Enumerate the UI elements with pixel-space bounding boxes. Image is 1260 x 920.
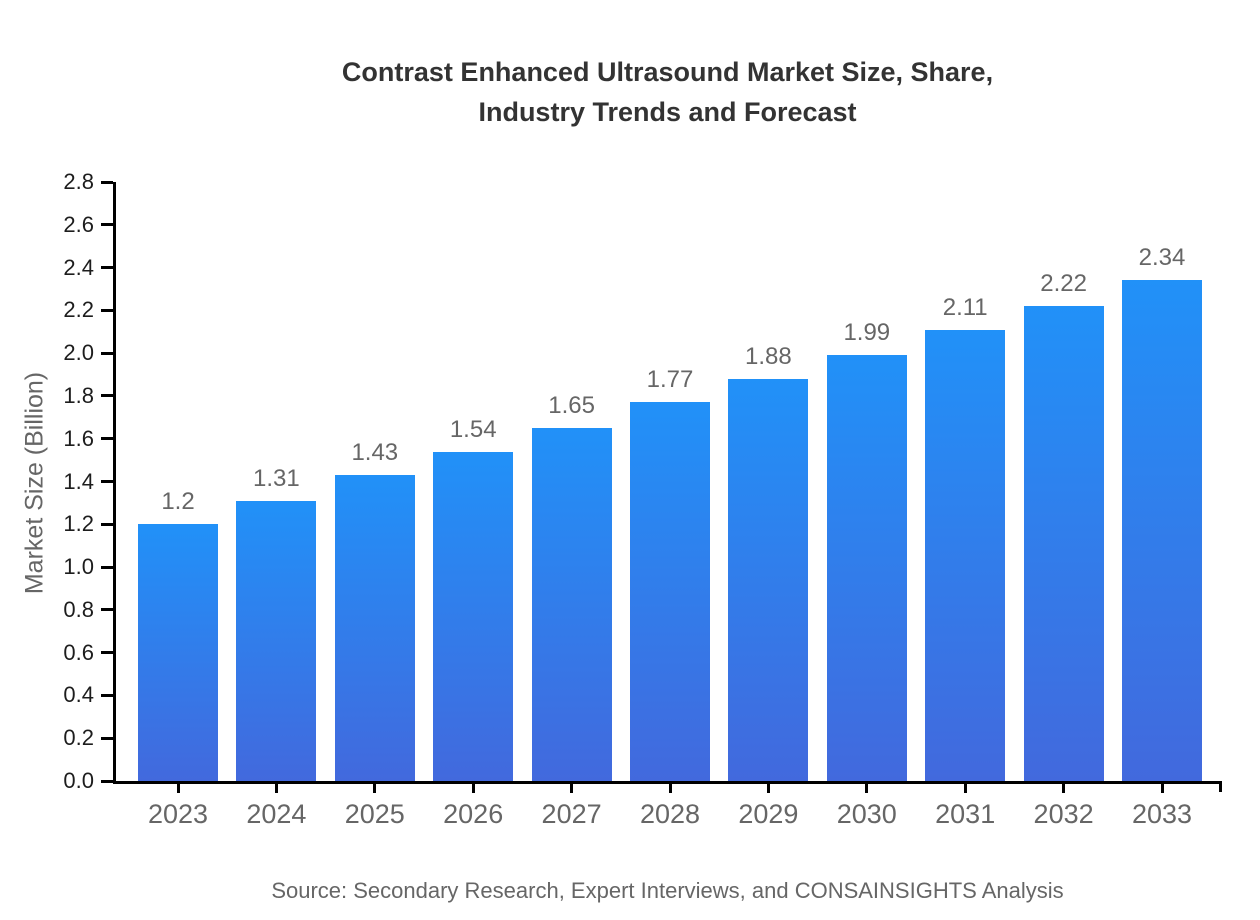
y-tick — [101, 437, 113, 441]
x-tick — [668, 784, 672, 793]
chart-title: Contrast Enhanced Ultrasound Market Size… — [341, 57, 994, 127]
x-tick-label: 2033 — [1131, 799, 1193, 829]
y-tick-label: 2.6 — [63, 211, 94, 237]
y-tick-label: 2.8 — [63, 169, 94, 194]
y-tick — [101, 180, 113, 184]
y-tick — [101, 693, 113, 697]
bar-value-label: 1.88 — [745, 342, 792, 370]
bar-value-label: 1.54 — [449, 415, 497, 443]
y-tick — [101, 565, 113, 569]
y-tick — [101, 522, 113, 526]
y-tick-label: 1.4 — [63, 468, 94, 494]
x-tick — [570, 784, 574, 793]
x-tick — [176, 784, 180, 793]
bar — [138, 524, 218, 781]
y-tick-label: 0.2 — [63, 725, 94, 751]
bar-value-label: 2.22 — [1040, 270, 1087, 298]
y-tick — [101, 480, 113, 483]
bar-value-label: 2.11 — [942, 293, 988, 321]
x-tick — [274, 784, 278, 793]
y-tick-label: 1.2 — [63, 511, 94, 537]
x-tick — [963, 784, 967, 793]
y-tick-label: 2.0 — [63, 340, 94, 366]
x-tick-label: 2027 — [541, 799, 602, 829]
x-tick — [471, 784, 475, 793]
y-tick-label: 1.8 — [63, 382, 94, 408]
bar — [236, 500, 317, 781]
x-tick — [1062, 784, 1066, 793]
y-tick-label: 0.6 — [63, 639, 94, 665]
bar — [1023, 306, 1104, 781]
x-axis-line — [113, 781, 1222, 784]
bar — [630, 402, 710, 781]
x-tick-label: 2028 — [639, 799, 701, 829]
y-axis-line — [113, 182, 116, 784]
x-tick — [1160, 784, 1164, 793]
y-tick — [101, 779, 113, 783]
bar — [925, 329, 1006, 781]
y-tick-label: 0.4 — [63, 682, 94, 708]
y-tick — [101, 651, 113, 655]
bar-value-label: 2.34 — [1138, 244, 1186, 272]
x-tick-label: 2026 — [443, 799, 504, 829]
source-note: Source: Secondary Research, Expert Inter… — [271, 878, 1064, 903]
bar — [334, 475, 415, 781]
y-tick — [101, 308, 113, 312]
y-tick — [101, 608, 113, 612]
y-tick-label: 1.0 — [63, 554, 94, 580]
y-tick — [101, 351, 113, 355]
x-tick-label: 2023 — [147, 799, 209, 829]
x-tick-label: 2032 — [1033, 799, 1094, 829]
bar — [728, 378, 809, 781]
bar — [433, 451, 514, 781]
bar — [1122, 280, 1202, 781]
y-tick — [101, 266, 113, 270]
x-tick — [373, 784, 377, 793]
x-tick-label: 2025 — [344, 799, 405, 829]
x-tick — [766, 784, 770, 793]
x-tick-label: 2030 — [836, 799, 897, 829]
x-tick-label: 2029 — [738, 799, 799, 829]
bar — [531, 428, 612, 781]
y-tick — [101, 736, 113, 740]
y-tick-label: 1.6 — [63, 425, 94, 451]
y-tick-label: 2.4 — [63, 254, 94, 280]
x-tick-label: 2031 — [935, 799, 996, 829]
bar-value-label: 1.99 — [843, 319, 891, 347]
bar-value-label: 1.31 — [253, 464, 300, 492]
x-tick — [865, 784, 869, 793]
bar-value-label: 1.77 — [646, 366, 694, 394]
y-tick-label: 0.8 — [63, 596, 94, 622]
bar-value-label: 1.65 — [548, 392, 595, 420]
x-axis-end-tick — [1219, 781, 1222, 792]
y-tick-label: 0.0 — [63, 768, 94, 793]
y-tick — [101, 394, 113, 398]
y-tick-label: 2.2 — [63, 297, 94, 323]
x-tick-label: 2024 — [246, 799, 307, 829]
plot-area: 0.0 0.2 0.4 0.6 0.8 1.0 1.2 1.4 1.6 1.8 2.0 2.2 2.4 2… — [63, 171, 1222, 829]
bar-value-label: 1.2 — [161, 488, 195, 516]
y-tick — [101, 223, 113, 227]
bar — [826, 355, 907, 781]
bar-value-label: 1.43 — [351, 439, 399, 467]
